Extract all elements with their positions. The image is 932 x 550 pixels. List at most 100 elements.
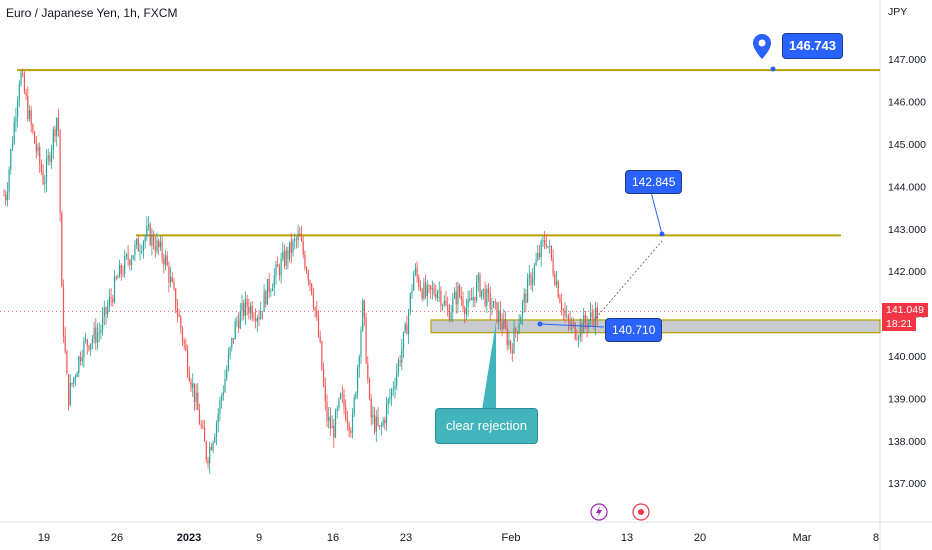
candle-body <box>360 330 362 358</box>
candle-body <box>226 369 228 379</box>
candle-body <box>246 298 248 308</box>
candle-body <box>102 316 104 330</box>
candle-body <box>462 299 464 309</box>
candle-body <box>312 293 314 308</box>
candle-body <box>221 396 223 401</box>
candle-body <box>355 392 357 398</box>
candle-body <box>34 131 36 144</box>
candle-body <box>574 322 576 339</box>
candle-body <box>147 224 150 227</box>
candle-body <box>375 416 377 432</box>
candle-body <box>503 319 505 329</box>
candle-body <box>394 385 396 389</box>
candle-body <box>379 425 381 427</box>
candle-body <box>547 246 549 247</box>
candle-body <box>346 419 348 424</box>
candle-body <box>122 273 124 275</box>
candle-body <box>489 292 491 310</box>
candle-body <box>459 285 461 296</box>
candle-body <box>431 288 433 290</box>
candle-body <box>401 349 403 363</box>
candle-body <box>515 328 517 332</box>
symbol-title: Euro / Japanese Yen, 1h, FXCM <box>6 6 178 20</box>
candle-body <box>132 255 134 260</box>
candle-body <box>248 307 250 314</box>
candle-body <box>39 147 41 165</box>
candle-body <box>538 253 541 257</box>
candle-body <box>521 302 524 317</box>
candle-body <box>130 259 133 265</box>
candle-body <box>30 110 32 125</box>
candle-body <box>292 240 294 253</box>
candle-body <box>418 276 420 288</box>
candle-body <box>593 317 595 326</box>
y-tick-label: 144.000 <box>888 181 926 193</box>
candle-body <box>266 279 269 305</box>
candle-body <box>567 315 569 321</box>
candle-body <box>472 296 474 301</box>
candle-body <box>51 149 53 162</box>
candle-body <box>348 423 350 431</box>
candle-body <box>81 357 83 362</box>
candle-body <box>183 340 185 344</box>
candle-body <box>510 340 512 350</box>
candle-body <box>295 239 297 241</box>
candle-body <box>306 267 308 273</box>
candle-body <box>494 301 496 303</box>
candle-body <box>96 332 99 343</box>
candle-body <box>477 274 479 282</box>
y-tick-label: 139.000 <box>888 393 926 405</box>
candle-body <box>581 323 583 334</box>
candle-body <box>559 297 561 303</box>
candle-body <box>222 391 224 397</box>
candle-body <box>571 322 573 327</box>
candle-body <box>175 288 177 310</box>
candle-body <box>76 373 78 378</box>
candle-body <box>95 327 97 343</box>
candle-body <box>217 413 219 424</box>
candle-body <box>476 281 478 301</box>
candle-body <box>511 349 513 354</box>
candle-body <box>555 281 558 285</box>
lightning-icon <box>590 503 608 521</box>
candle-body <box>518 324 520 334</box>
candle-body <box>187 350 189 374</box>
price-callout-support: 140.710 <box>605 318 663 342</box>
candle-body <box>370 398 372 418</box>
candle-body <box>239 311 241 329</box>
candle-body <box>273 275 275 289</box>
candle-body <box>181 328 184 341</box>
candle-body <box>275 264 277 276</box>
last-price-badge: 141.049 <box>882 303 928 317</box>
candle-body <box>244 298 246 316</box>
currency-label: JPY <box>888 6 907 18</box>
candle-body <box>486 288 488 306</box>
candle-body <box>224 378 226 392</box>
candle-body <box>532 277 534 285</box>
candle-body <box>464 308 466 314</box>
candle-body <box>481 289 483 297</box>
candle-body <box>74 377 76 379</box>
candle-body <box>10 149 12 170</box>
candle-body <box>256 317 258 322</box>
candle-body <box>28 110 31 119</box>
candle-body <box>542 239 544 242</box>
candle-body <box>290 241 292 253</box>
candle-body <box>530 274 532 285</box>
candle-body <box>564 310 566 316</box>
candle-body <box>62 286 65 336</box>
candle-body <box>470 298 473 301</box>
candle-body <box>300 236 303 241</box>
candle-body <box>440 290 442 306</box>
candle-body <box>107 306 109 315</box>
event-dot <box>638 509 644 515</box>
marker-point <box>537 321 543 327</box>
candle-body <box>153 234 155 247</box>
candle-body <box>190 381 192 388</box>
candle-body <box>15 117 17 122</box>
candle-body <box>258 317 260 320</box>
candle-body <box>430 285 432 290</box>
candle-body <box>552 258 554 275</box>
